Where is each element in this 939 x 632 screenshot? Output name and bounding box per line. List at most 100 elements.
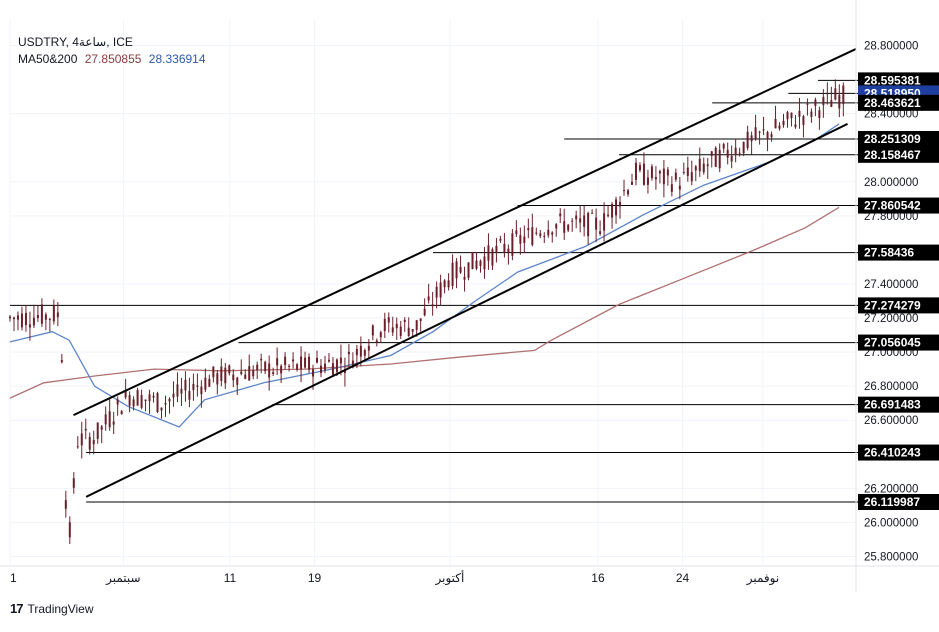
candle-body: [220, 366, 223, 381]
candle-body: [176, 384, 179, 397]
candle-body: [539, 233, 542, 236]
candle-body: [339, 357, 342, 364]
x-tick-label: سبتمبر: [105, 571, 140, 586]
candle-body: [268, 363, 271, 378]
candle-body: [798, 110, 801, 117]
candle-body: [507, 248, 510, 253]
candle-body: [292, 359, 295, 362]
candle-body: [627, 190, 630, 195]
candle-body: [531, 227, 534, 245]
price-level-box: [858, 297, 939, 314]
candle-body: [304, 357, 307, 368]
candle-body: [40, 304, 43, 324]
candle-body: [615, 199, 618, 216]
candle-body: [762, 129, 765, 131]
candle-body: [742, 141, 745, 154]
candle-body: [519, 235, 522, 244]
candle-body: [184, 379, 187, 391]
candle-body: [758, 131, 761, 133]
candle-body: [284, 356, 287, 366]
candle-body: [443, 280, 446, 288]
candle-body: [782, 120, 785, 126]
candle-body: [702, 163, 705, 173]
candle-body: [192, 383, 195, 391]
price-level-label: 28.251309: [864, 132, 921, 146]
chart-legend: USDTRY, 4ساعة, ICE MA50&200 27.850855 28…: [18, 34, 210, 68]
candle-body: [415, 320, 418, 330]
candle-body: [535, 232, 538, 234]
price-level-box: [858, 334, 939, 351]
candle-body: [686, 167, 689, 176]
candle-body: [419, 318, 422, 321]
candle-body: [638, 165, 641, 171]
grid: [9, 20, 856, 565]
candle-body: [690, 172, 693, 182]
candle-body: [678, 185, 681, 190]
y-tick-label: 27.200000: [864, 313, 918, 325]
tradingview-logo-icon: 17: [10, 601, 24, 616]
candle-body: [439, 282, 442, 298]
candle-body: [794, 124, 797, 128]
candle-body: [603, 213, 606, 231]
candle-body: [714, 147, 717, 167]
tradingview-brand[interactable]: 17 TradingView: [10, 601, 94, 616]
price-level-label: 27.58436: [864, 246, 914, 260]
candle-body: [240, 371, 243, 374]
candle-body: [136, 390, 139, 406]
candle-body: [60, 360, 63, 363]
candle-body: [52, 305, 55, 322]
candle-body: [96, 422, 99, 439]
price-level-label: 27.056045: [864, 336, 921, 350]
candle-body: [276, 358, 279, 366]
candle-body: [36, 314, 39, 319]
channel-lower-line: [85, 122, 848, 498]
candle-body: [84, 428, 87, 431]
candle-body: [48, 318, 51, 320]
candle-body: [754, 127, 757, 140]
candle-body: [575, 215, 578, 220]
candle-body: [359, 345, 362, 357]
candle-body: [104, 414, 107, 425]
candle-body: [658, 171, 661, 174]
candles: [9, 79, 845, 545]
candle-body: [571, 220, 574, 222]
candle-body: [710, 151, 713, 157]
candle-body: [375, 340, 378, 342]
candle-body: [551, 232, 554, 235]
candle-body: [20, 313, 23, 328]
candle-body: [563, 221, 566, 233]
y-tick-label: 26.200000: [864, 483, 918, 495]
x-tick-label: 1: [10, 571, 17, 585]
channel-upper-line: [73, 48, 857, 417]
candle-body: [300, 356, 303, 370]
candle-body: [108, 411, 111, 428]
y-tick-label: 28.400000: [864, 109, 918, 121]
candle-body: [595, 217, 598, 230]
candle-body: [475, 260, 478, 269]
candle-body: [842, 85, 845, 105]
y-tick-label: 25.800000: [864, 551, 918, 563]
price-level-box: [858, 396, 939, 413]
candle-body: [200, 386, 203, 395]
candle-body: [670, 184, 673, 192]
candle-body: [327, 359, 330, 362]
candle-body: [435, 286, 438, 298]
candle-body: [216, 373, 219, 385]
candle-body: [128, 395, 131, 406]
trend-channel: [73, 48, 857, 498]
candle-body: [403, 319, 406, 322]
candle-body: [236, 377, 239, 385]
candle-body: [116, 399, 119, 405]
ma-line: MA50&200 27.850855 28.336914: [18, 51, 210, 68]
candle-body: [80, 433, 83, 446]
candle-body: [495, 245, 498, 252]
candle-body: [280, 365, 283, 374]
candle-body: [822, 96, 825, 106]
x-tick-label: 11: [224, 571, 237, 585]
candle-body: [559, 213, 562, 217]
candle-body: [212, 366, 215, 378]
candle-body: [447, 280, 450, 288]
candle-body: [674, 172, 677, 180]
